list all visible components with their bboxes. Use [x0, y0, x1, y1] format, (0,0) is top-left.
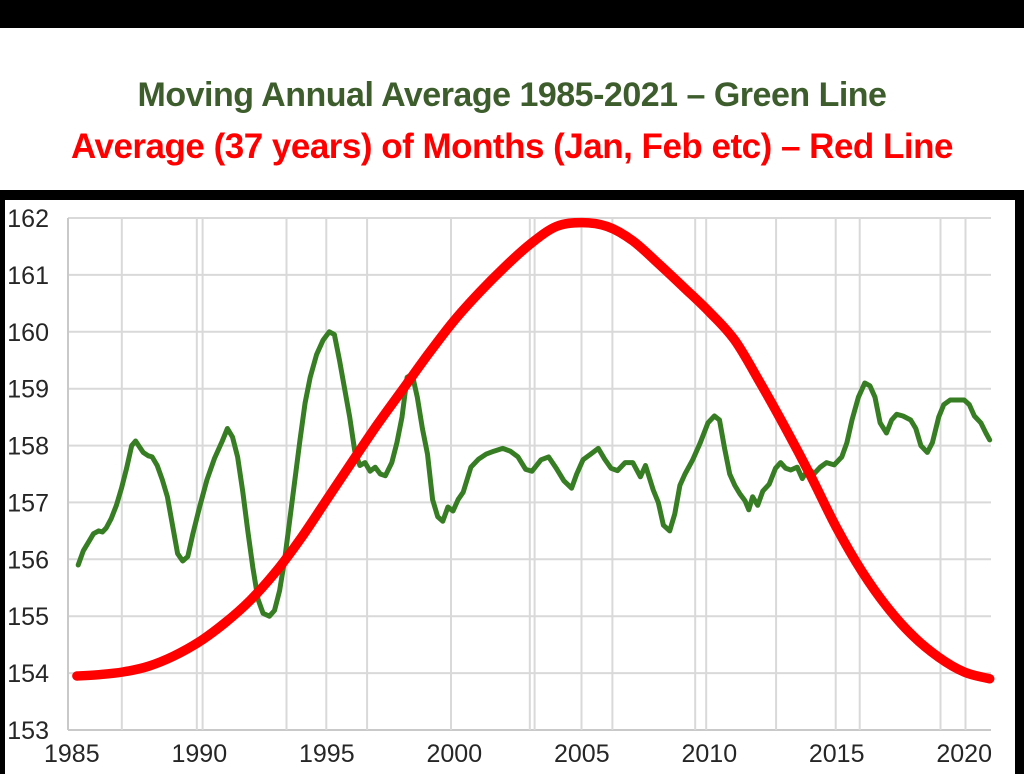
- y-tick-label: 154: [7, 660, 49, 688]
- y-tick-labels: 153 154 155 156 157 158 159 160 161 162: [7, 205, 49, 745]
- v-gridlines: [67, 218, 967, 730]
- green-line: [75, 329, 993, 619]
- chart-title-line-2: Average (37 years) of Months (Jan, Feb e…: [71, 127, 953, 166]
- x-tick-label: 2015: [809, 740, 865, 768]
- y-tick-label: 159: [7, 376, 49, 404]
- red-line: [72, 217, 995, 684]
- x-tick-label: 2010: [681, 740, 737, 768]
- y-tick-label: 157: [7, 489, 49, 517]
- x-tick-label: 1995: [299, 740, 355, 768]
- y-tick-label: 161: [7, 262, 49, 290]
- y-tick-label: 158: [7, 433, 49, 461]
- y-tick-label: 155: [7, 603, 49, 631]
- y-tick-label: 162: [7, 205, 49, 233]
- y-tick-label: 156: [7, 546, 49, 574]
- x-tick-label: 1985: [44, 740, 100, 768]
- chart-frame: 153 154 155 156 157 158 159 160 161 162 1985 1990 19…: [0, 190, 1024, 774]
- x-tick-labels: 1985 1990 1995 2000 2005 2010 2015 2020: [44, 740, 992, 768]
- x-tick-label: 2000: [426, 740, 482, 768]
- top-black-bar: [0, 0, 1024, 28]
- chart-title-line-1: Moving Annual Average 1985-2021 – Green …: [137, 76, 887, 114]
- y-tick-label: 160: [7, 319, 49, 347]
- y-tick-label: 153: [7, 717, 49, 745]
- x-tick-label: 1990: [171, 740, 227, 768]
- x-tick-label: 2020: [936, 740, 992, 768]
- x-tick-label: 2005: [554, 740, 610, 768]
